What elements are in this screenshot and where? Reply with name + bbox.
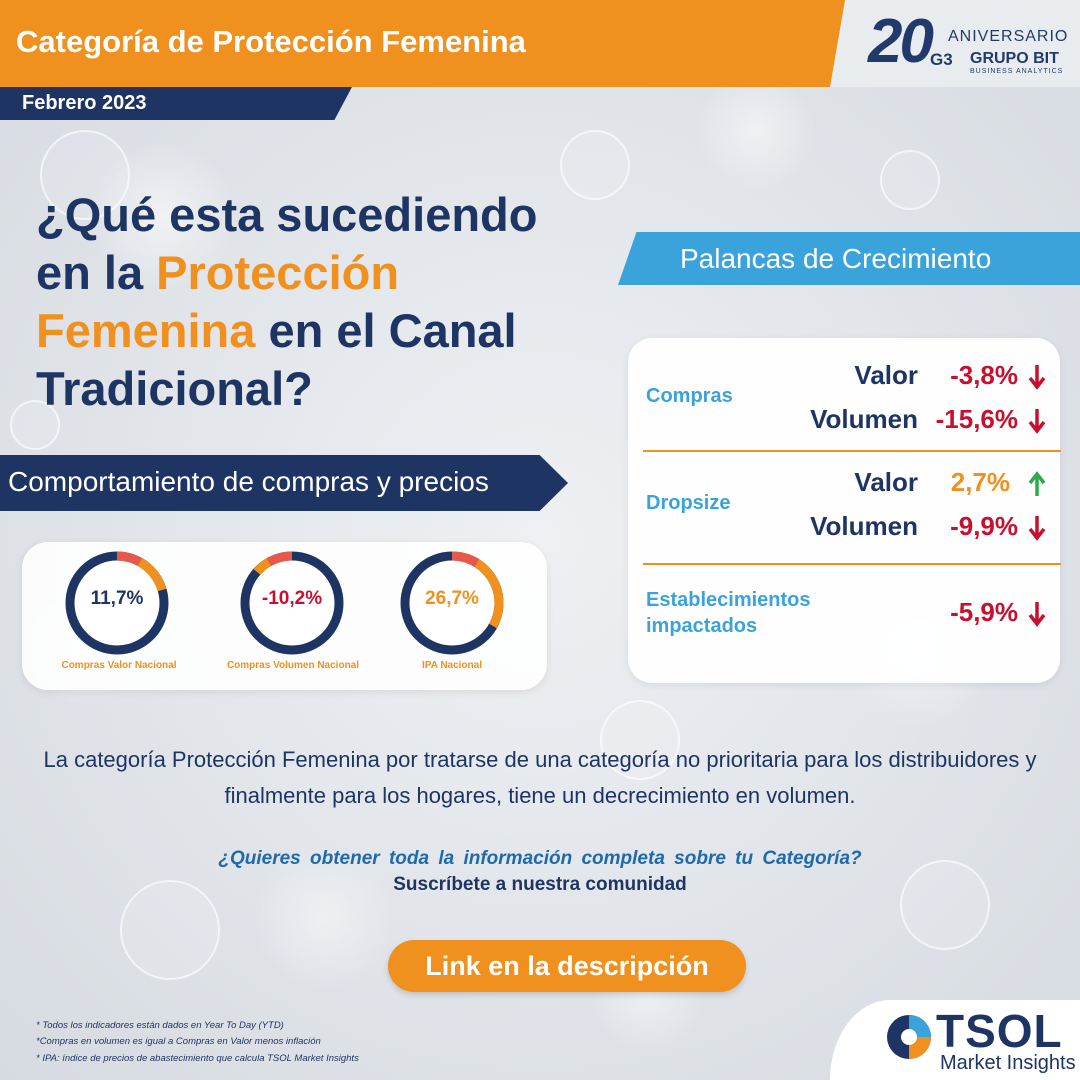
logo-mark: G3 bbox=[930, 50, 953, 69]
donut-label: Compras Volumen Nacional bbox=[226, 660, 360, 671]
group-divider bbox=[643, 563, 1061, 565]
cta-question: ¿Quieres obtener toda la información com… bbox=[218, 848, 862, 869]
header-bar bbox=[0, 0, 900, 87]
main-title-highlight: Protección Femenina bbox=[36, 246, 400, 357]
donut-value: -10,2% bbox=[261, 588, 323, 609]
comportamiento-banner bbox=[0, 455, 568, 511]
metric-label: Valor bbox=[854, 360, 918, 390]
metric-value: -9,9% bbox=[950, 511, 1018, 541]
group-label-compras: Compras bbox=[646, 385, 733, 407]
donut-value: 26,7% bbox=[425, 588, 479, 609]
palancas-card bbox=[628, 338, 1060, 683]
main-title-part1: ¿Qué esta sucediendo en la bbox=[36, 188, 538, 299]
palancas-title: Palancas de Crecimiento bbox=[680, 243, 992, 274]
tsol-logo-background bbox=[830, 1000, 1080, 1080]
cta-subscribe: Suscríbete a nuestra comunidad bbox=[393, 874, 687, 895]
arrow-down-icon bbox=[1028, 409, 1046, 434]
date-label: Febrero 2023 bbox=[22, 92, 147, 114]
group-label-line1: Establecimientos bbox=[646, 589, 811, 611]
logo-aniversario-text: ANIVERSARIO bbox=[948, 28, 1069, 45]
bubble-decoration bbox=[10, 400, 60, 450]
metric-label: Volumen bbox=[810, 404, 918, 434]
bubble-decoration bbox=[900, 860, 990, 950]
comportamiento-title: Comportamiento de compras y precios bbox=[8, 466, 489, 497]
arrow-down-icon bbox=[1028, 602, 1046, 627]
metric-label: Volumen bbox=[810, 511, 918, 541]
link-description-button[interactable]: Link en la descripción bbox=[388, 940, 746, 992]
metric-value: -3,8% bbox=[950, 360, 1018, 390]
metric-value: -15,6% bbox=[935, 404, 1018, 434]
donut-value: 11,7% bbox=[90, 588, 144, 609]
group-label-establecimientos: Establecimientos impactados bbox=[646, 587, 811, 639]
arrow-down-icon bbox=[1028, 365, 1046, 390]
tsol-logo-tagline: Market Insights bbox=[940, 1052, 1076, 1074]
palancas-banner bbox=[618, 232, 1080, 285]
donut-compras-volumen: -10,2% bbox=[237, 548, 347, 658]
group-divider bbox=[643, 450, 1061, 452]
donut-label: Compras Valor Nacional bbox=[61, 660, 177, 671]
group-label-line2: impactados bbox=[646, 615, 758, 637]
metric-label: Valor bbox=[854, 467, 918, 497]
grupo-bit-anniversary-logo bbox=[830, 0, 1080, 87]
group-label-dropsize: Dropsize bbox=[646, 492, 731, 514]
donut-ring-icon bbox=[240, 551, 344, 655]
date-bar bbox=[0, 87, 352, 120]
donut-ring-icon bbox=[400, 551, 504, 655]
main-title-part2: en el Canal Tradicional? bbox=[36, 304, 517, 415]
donut-ring-icon bbox=[65, 551, 169, 655]
logo-tagline: BUSINESS ANALYTICS bbox=[970, 68, 1064, 75]
footnote: * Todos los indicadores están dados en Y… bbox=[36, 1020, 284, 1031]
metric-value: -5,9% bbox=[950, 597, 1018, 627]
bubble-decoration bbox=[880, 150, 940, 210]
summary-paragraph: La categoría Protección Femenina por tra… bbox=[43, 747, 1037, 808]
bubble-decoration bbox=[40, 130, 130, 220]
metric-value: 2,7% bbox=[950, 467, 1010, 497]
bubble-decoration bbox=[600, 700, 680, 780]
tsol-logo-name: TSOL bbox=[936, 1005, 1063, 1057]
logo-company-name: GRUPO BIT bbox=[970, 50, 1059, 67]
bubble-decoration bbox=[560, 130, 630, 200]
footnote: *Compras en volumen es igual a Compras e… bbox=[36, 1036, 321, 1047]
donut-ipa: 26,7% bbox=[397, 548, 507, 658]
logo-anniversary-number: 20 bbox=[868, 7, 934, 76]
main-title: ¿Qué esta sucediendo en la Protección Fe… bbox=[36, 186, 596, 418]
header-title: Categoría de Protección Femenina bbox=[16, 24, 526, 59]
donut-label: IPA Nacional bbox=[421, 660, 482, 671]
tsol-logo-icon bbox=[887, 1015, 931, 1059]
arrow-up-icon bbox=[1028, 471, 1046, 496]
footnote: * IPA: índice de precios de abastecimien… bbox=[36, 1053, 359, 1064]
arrow-down-icon bbox=[1028, 516, 1046, 541]
bubble-decoration bbox=[120, 880, 220, 980]
donut-compras-valor: 11,7% bbox=[62, 548, 172, 658]
